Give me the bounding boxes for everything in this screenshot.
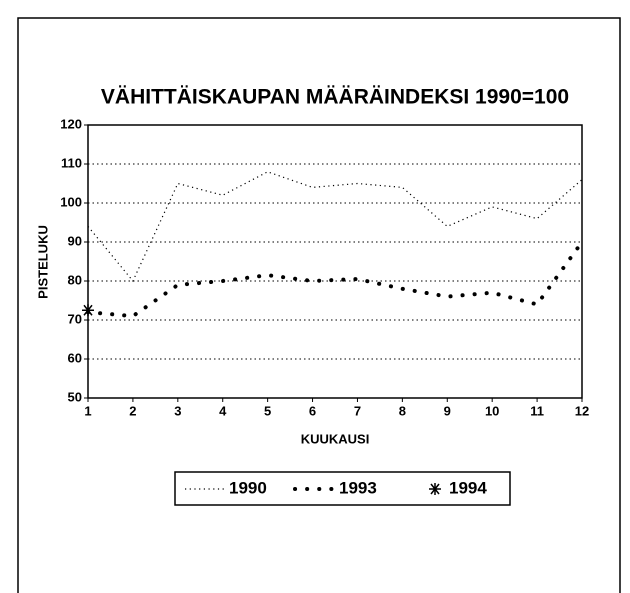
- x-tick-label: 6: [309, 403, 316, 418]
- frame: [17, 17, 621, 593]
- y-tick-label: 100: [60, 194, 82, 209]
- y-tick-label: 70: [68, 311, 82, 326]
- x-tick-label: 1: [84, 403, 91, 418]
- x-tick-label: 3: [174, 403, 181, 418]
- y-tick-label: 110: [61, 155, 82, 170]
- x-tick-label: 4: [219, 403, 227, 418]
- legend-label: 1994: [449, 478, 487, 497]
- plot-area: [87, 124, 583, 399]
- x-tick-label: 8: [399, 403, 406, 418]
- y-tick-label: 90: [68, 233, 82, 248]
- x-tick-label: 11: [530, 403, 544, 418]
- y-tick-label: 60: [68, 350, 82, 365]
- legend-swatch: [429, 483, 441, 495]
- legend-box: [174, 471, 511, 506]
- x-tick-label: 12: [575, 403, 589, 418]
- x-tick-label: 9: [444, 403, 451, 418]
- x-tick-label: 10: [485, 403, 499, 418]
- y-tick-label: 120: [60, 116, 82, 131]
- y-tick-label: 80: [68, 272, 82, 287]
- series-line: [86, 240, 584, 319]
- x-tick-label: 2: [129, 403, 136, 418]
- x-axis-label: KUUKAUSI: [301, 431, 370, 446]
- x-tick-label: 5: [264, 403, 271, 418]
- y-tick-label: 50: [68, 389, 82, 404]
- x-tick-label: 7: [354, 403, 361, 418]
- series-marker: [82, 304, 94, 317]
- series-line: [87, 171, 583, 283]
- y-axis-label: PISTELUKU: [35, 225, 50, 299]
- chart-title: VÄHITTÄISKAUPAN MÄÄRÄINDEKSI 1990=100: [101, 86, 569, 109]
- legend-label: 1990: [229, 478, 267, 497]
- legend-label: 1993: [339, 478, 377, 497]
